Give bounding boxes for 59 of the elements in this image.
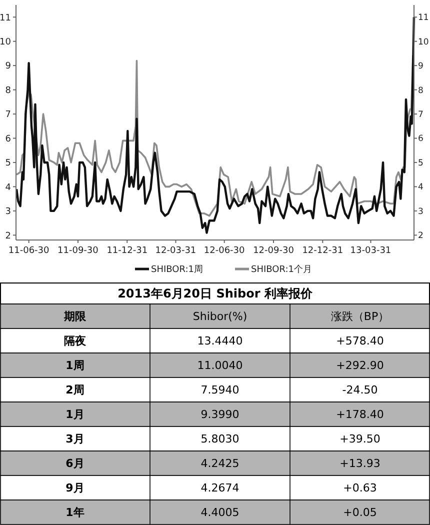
text: 5.8030 [200,432,240,446]
y-tick-label: 2 [5,231,11,242]
text: -24.50 [342,384,378,397]
category-label: 9月 [66,482,84,495]
category-label: 隔夜 [64,334,86,348]
text: 2013年6月20日 Shibor 利率报价 [118,286,314,301]
text: 4.2425 [200,457,240,470]
x-tick-label: 11-06-30 [8,246,50,256]
y-tick-label: 9 [5,62,12,72]
text: 4.2674 [200,482,240,495]
y-tick-label: 7 [5,110,11,120]
text: +292.90 [336,359,384,372]
text: 7.5940 [200,384,240,397]
text: +0.63 [343,482,377,495]
x-tick-label: 11-09-30 [58,246,99,256]
category-label: 3月 [66,432,84,446]
text: +0.05 [343,506,377,520]
x-tick-label: 11-12-31 [106,246,148,256]
text: +13.93 [340,457,380,470]
text: +578.40 [336,334,384,348]
y-tick-label: 3 [5,207,11,218]
y2-tick-label: 9 [418,62,424,72]
x-tick-label: 12-09-30 [253,246,294,256]
y2-tick-label: 8 [418,86,424,96]
y-tick-label: 4 [5,182,12,193]
legend-label: SHIBOR:1个月 [251,264,312,276]
category-label: 6月 [66,457,84,470]
y2-tick-label: 10 [418,37,429,48]
y2-tick-label: 6 [418,134,424,144]
x-tick-label: 13-03-31 [350,246,392,256]
category-label: 2周 [66,384,84,397]
text: 4.4005 [200,506,240,520]
y-tick-label: 11 [0,13,11,24]
x-tick-label: 12-12-31 [302,246,344,256]
y-tick-label: 6 [5,134,12,144]
y2-tick-label: 5 [418,158,424,168]
x-tick-label: 12-06-30 [204,246,246,256]
y-tick-label: 10 [0,37,12,48]
category-label: 1月 [66,408,84,422]
category-label: 期限 [63,310,87,324]
y-tick-label: 5 [5,158,11,169]
y-tick-label: 8 [5,86,12,96]
y2-tick-label: 3 [418,206,424,217]
category-label: 1周 [66,359,84,372]
y2-tick-label: 4 [418,182,424,193]
text: +178.40 [336,408,384,422]
y2-tick-label: 11 [418,13,429,24]
category-label: Shibor(%) [192,310,248,324]
x-tick-label: 12-03-31 [155,246,196,256]
text: +39.50 [340,432,380,446]
line-series [15,16,416,234]
category-label: 涨跌（BP） [330,310,390,324]
text: 13.4440 [197,334,243,348]
category-label: 1年 [66,506,84,520]
y2-tick-label: 7 [418,110,424,120]
text: 11.0040 [197,359,243,372]
legend-label: SHIBOR:1周 [151,264,203,276]
text: 9.3990 [200,408,240,422]
y2-tick-label: 2 [418,231,424,242]
